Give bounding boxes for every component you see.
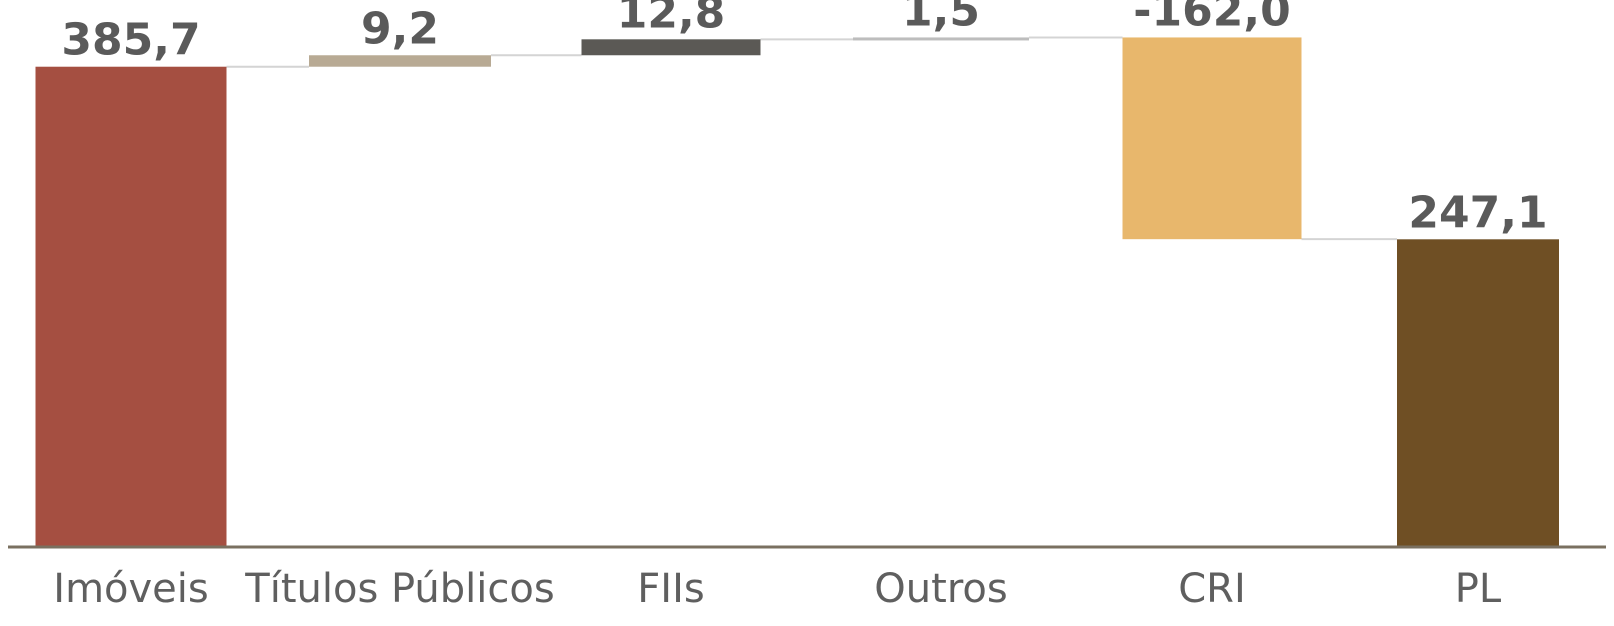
bar-outros (853, 37, 1029, 41)
value-label: -162,0 (1133, 0, 1290, 36)
value-label: 12,8 (617, 0, 726, 38)
bar-pl (1397, 239, 1559, 547)
category-labels: Imóveis Títulos Públicos FIIs Outros CRI PL (53, 566, 1502, 612)
bar-cri (1122, 37, 1302, 240)
value-label: 385,7 (61, 15, 200, 66)
value-label: 9,2 (361, 3, 439, 54)
category-label: PL (1455, 566, 1502, 612)
bar-imóveis (35, 66, 227, 547)
category-label: Imóveis (53, 566, 208, 612)
bar-fiis (581, 39, 761, 56)
connector-lines (226, 36, 1397, 241)
category-label: FIIs (637, 566, 704, 612)
value-labels: 385,7 9,2 12,8 1,5 -162,0 247,1 (61, 0, 1547, 238)
category-label: Outros (874, 566, 1007, 612)
category-label: Títulos Públicos (244, 566, 554, 612)
value-label: 247,1 (1408, 187, 1547, 238)
value-label: 1,5 (902, 0, 980, 36)
category-label: CRI (1178, 566, 1246, 612)
bar-títulos-públicos (309, 55, 491, 67)
bars (35, 37, 1559, 547)
